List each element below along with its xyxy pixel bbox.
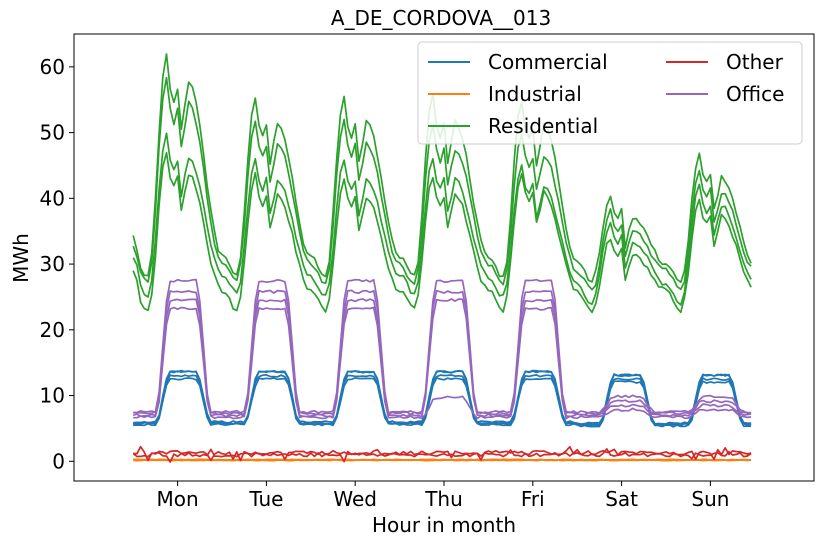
x-tick-label: Tue (248, 487, 283, 511)
x-tick-label: Fri (521, 487, 545, 511)
legend-entry: Office (726, 82, 784, 106)
x-tick-label: Sun (691, 487, 729, 511)
y-axis-label: MWh (9, 233, 33, 283)
x-tick-label: Mon (157, 487, 199, 511)
industrial-line (133, 458, 752, 461)
y-tick-label: 60 (40, 55, 65, 79)
residential-line (132, 76, 752, 291)
office-line (132, 298, 752, 418)
y-tick-label: 40 (40, 186, 65, 210)
legend-entry: Industrial (488, 82, 582, 106)
y-tick-label: 0 (52, 449, 65, 473)
commercial-line (133, 377, 752, 428)
chart-title: A_DE_CORDOVA__013 (331, 6, 551, 30)
commercial-line (133, 369, 752, 427)
x-tick-label: Wed (333, 487, 377, 511)
y-tick-label: 10 (40, 384, 65, 408)
x-axis: Mon Tue Wed Thu Fri Sat Sun (157, 481, 729, 511)
office-line (133, 289, 752, 416)
other-line (133, 445, 752, 462)
legend-entry: Residential (488, 114, 598, 138)
plot-lines (132, 53, 752, 463)
y-tick-label: 20 (40, 318, 65, 342)
x-tick-label: Thu (424, 487, 463, 511)
legend-box (417, 41, 803, 145)
x-tick-label: Sat (605, 487, 638, 511)
office-line (133, 306, 752, 420)
legend-entry: Commercial (488, 50, 608, 74)
other-line (132, 448, 752, 463)
residential-line (132, 132, 752, 306)
legend-entry: Other (726, 50, 784, 74)
y-tick-label: 50 (40, 121, 65, 145)
y-tick-label: 30 (40, 252, 65, 276)
residential-line (132, 151, 752, 314)
y-axis: 0 10 20 30 40 50 60 (40, 55, 74, 473)
x-axis-label: Hour in month (372, 513, 516, 537)
office-line (133, 278, 752, 415)
legend: Commercial Industrial Residential Other Offi… (417, 41, 803, 145)
